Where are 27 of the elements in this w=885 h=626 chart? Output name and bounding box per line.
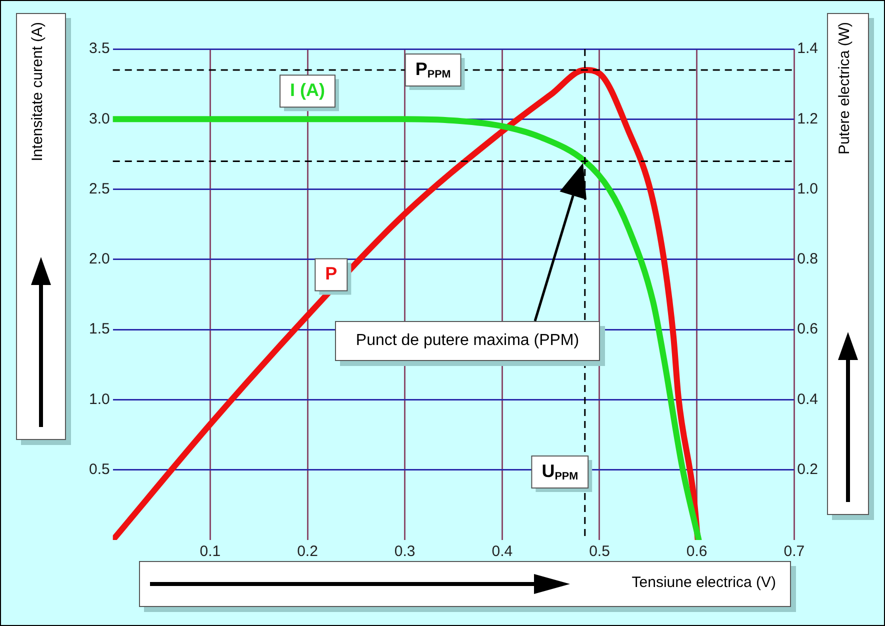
annotation: Punct de putere maxima (PPM) xyxy=(334,321,600,362)
y-tick-label: 3.0 xyxy=(88,110,110,128)
y-axis-title: Intensitate curent (A) xyxy=(29,22,46,162)
y-tick-label: 1.0 xyxy=(88,390,110,408)
x-tick-label: 0.6 xyxy=(686,543,708,560)
x-tick-label: 0.7 xyxy=(784,543,805,560)
y-tick-label: 2.0 xyxy=(88,250,110,268)
series-label: I (A) xyxy=(290,80,326,100)
x-axis-title: Tensiune electrica (V) xyxy=(632,574,776,591)
y-tick-label: 2.5 xyxy=(88,180,110,198)
x-tick-label: 0.4 xyxy=(492,543,513,560)
x-tick-label: 0.3 xyxy=(394,543,416,560)
x-tick-label: 0.5 xyxy=(589,543,610,560)
y-tick-label: 3.5 xyxy=(88,40,110,58)
y2-tick-label: 1.2 xyxy=(797,110,818,128)
y2-tick-label: 0.2 xyxy=(797,461,818,478)
series-label: P xyxy=(325,264,338,284)
y2-tick-label: 1.4 xyxy=(797,40,818,58)
y2-tick-label: 1.0 xyxy=(797,180,818,198)
y2-axis-title: Putere electrica (W) xyxy=(836,22,853,155)
y-tick-label: 1.5 xyxy=(88,320,110,338)
y2-tick-label: 0.4 xyxy=(797,390,818,408)
y-tick-label: 0.5 xyxy=(88,461,110,478)
y2-tick-label: 0.8 xyxy=(797,250,818,268)
y2-tick-label: 0.6 xyxy=(797,320,818,338)
x-tick-label: 0.2 xyxy=(297,543,318,560)
x-tick-label: 0.1 xyxy=(200,543,221,560)
